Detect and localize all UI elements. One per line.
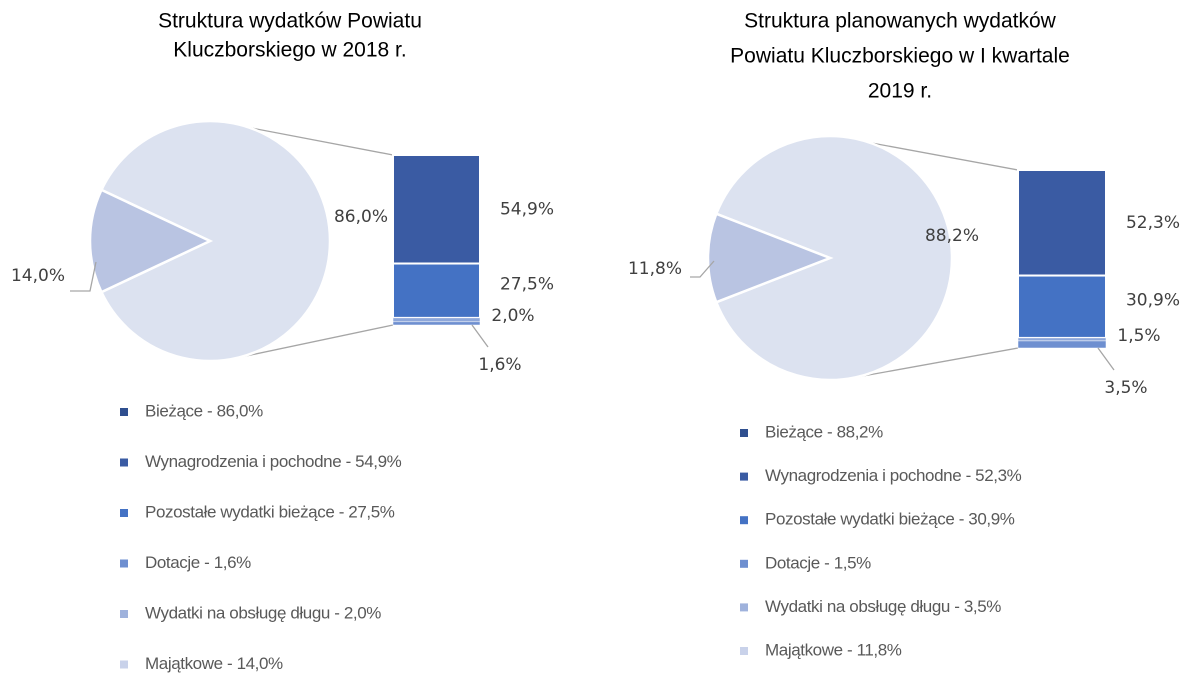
leader-line	[1097, 347, 1115, 371]
bar-segment	[392, 262, 481, 319]
data-label: 54,9%	[500, 199, 554, 219]
data-label: 1,5%	[1117, 326, 1160, 346]
connector	[232, 324, 394, 360]
legend-label: Bieżące - 88,2%	[765, 422, 883, 441]
data-label: 3,5%	[1104, 378, 1147, 398]
data-label: 14,0%	[11, 266, 65, 286]
legend-label: Pozostałe wydatki bieżące - 27,5%	[145, 502, 395, 521]
legend-label: Dotacje - 1,5%	[765, 553, 871, 572]
legend-swatch	[740, 516, 748, 525]
data-label: 52,3%	[1126, 213, 1180, 233]
legend-label: Pozostałe wydatki bieżące - 30,9%	[765, 510, 1015, 529]
legend-swatch	[120, 660, 128, 669]
connector	[853, 347, 1019, 379]
legend-swatch	[120, 458, 128, 467]
bar-segment	[392, 321, 481, 326]
chart-title: 2019 r.	[868, 80, 932, 103]
pie-slice	[88, 188, 213, 294]
legend-swatch	[740, 647, 748, 655]
data-label: 27,5%	[500, 275, 554, 295]
pie-slice	[706, 212, 834, 304]
legend-swatch	[740, 472, 748, 481]
data-label: 88,2%	[925, 226, 979, 246]
chart-title: Struktura planowanych wydatków	[744, 10, 1056, 33]
legend-label: Wydatki na obsługę długu - 3,5%	[765, 597, 1001, 616]
leader-line	[471, 324, 489, 348]
legend-label: Wynagrodzenia i pochodne - 54,9%	[145, 452, 402, 471]
legend-swatch	[740, 429, 748, 437]
data-label: 30,9%	[1126, 291, 1180, 311]
legend-swatch	[740, 603, 748, 612]
pie-slice	[714, 134, 954, 382]
chart-title: Powiatu Kluczborskiego w I kwartale	[730, 45, 1070, 68]
legend-swatch	[120, 559, 128, 568]
data-label: 1,6%	[478, 355, 521, 375]
bar-segment	[1017, 274, 1107, 339]
leader-line	[690, 260, 715, 278]
legend-label: Wynagrodzenia i pochodne - 52,3%	[765, 466, 1022, 485]
legend-label: Bieżące - 86,0%	[145, 401, 263, 420]
legend-swatch	[120, 610, 128, 618]
pie-slice	[99, 119, 332, 363]
bar-segment	[392, 154, 481, 265]
legend-label: Wydatki na obsługę długu - 2,0%	[145, 603, 381, 622]
bar-segment	[1017, 337, 1107, 342]
leader-line	[70, 261, 97, 292]
connector	[869, 142, 1019, 171]
legend-swatch	[120, 408, 128, 416]
legend-label: Dotacje - 1,6%	[145, 553, 251, 572]
chart-title: Kluczborskiego w 2018 r.	[173, 39, 406, 62]
legend-swatch	[740, 559, 748, 568]
bar-segment	[392, 317, 481, 323]
data-label: 2,0%	[491, 306, 534, 326]
connector	[248, 126, 394, 156]
bar-segment	[1017, 169, 1107, 277]
legend-label: Majątkowe - 11,8%	[765, 640, 902, 659]
chart-title: Struktura wydatków Powiatu	[158, 10, 422, 33]
data-label: 86,0%	[334, 207, 388, 227]
legend-label: Majątkowe - 14,0%	[145, 654, 283, 673]
data-label: 11,8%	[628, 259, 682, 279]
legend-swatch	[120, 509, 128, 517]
bar-segment	[1017, 340, 1107, 349]
